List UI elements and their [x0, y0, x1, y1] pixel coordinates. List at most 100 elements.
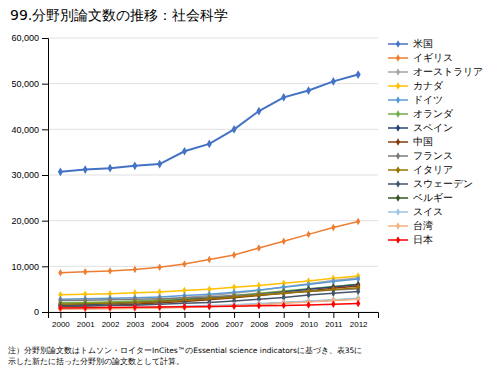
legend-marker — [396, 124, 400, 131]
legend-marker — [396, 152, 400, 159]
x-tick-mark — [184, 312, 185, 318]
x-axis-line — [49, 313, 379, 319]
legend-label: 米国 — [413, 38, 433, 49]
legend-marker — [396, 82, 400, 89]
series — [58, 218, 360, 277]
x-axis: 2000200120022003200420052006200720082009… — [49, 312, 379, 329]
y-tick-label: 20,000 — [11, 216, 39, 226]
grid-line — [48, 38, 378, 39]
series-marker — [207, 256, 211, 263]
legend-item: イタリア — [388, 164, 453, 175]
series-marker — [182, 303, 186, 310]
x-tick-mark — [160, 312, 161, 318]
legend-item: スイス — [388, 206, 443, 217]
series-marker — [83, 268, 87, 275]
series-marker — [232, 251, 236, 258]
x-tick-label: 2009 — [275, 320, 293, 329]
legend-marker — [396, 138, 400, 145]
legend-marker — [396, 194, 400, 201]
series-marker — [58, 167, 63, 176]
y-tick-mark — [42, 221, 48, 222]
series — [58, 295, 360, 312]
legend-label: オランダ — [413, 108, 454, 119]
series-line — [60, 75, 358, 172]
legend-label: スイス — [413, 206, 443, 217]
series-marker — [58, 269, 62, 276]
x-tick: 2008 — [251, 312, 269, 329]
series-marker — [182, 303, 186, 310]
legend-item: オランダ — [388, 108, 454, 119]
series-marker — [331, 301, 335, 308]
series-marker — [232, 125, 237, 134]
legend-label: スウェーデン — [413, 178, 473, 189]
y-tick-mark — [42, 266, 48, 267]
legend-label: 中国 — [413, 136, 433, 147]
x-tick-label: 2008 — [251, 320, 269, 329]
title: 99.分野別論文数の推移：社会科学 — [10, 7, 228, 23]
legend-marker — [396, 208, 400, 215]
series-marker — [158, 303, 162, 310]
x-tick-label: 2001 — [77, 320, 95, 329]
y-tick: 60,000 — [11, 33, 48, 43]
series-line — [60, 299, 358, 309]
legend-item: カナダ — [388, 80, 444, 91]
x-tick: 2004 — [151, 312, 169, 329]
y-axis-line — [42, 39, 49, 313]
series-marker — [356, 218, 360, 225]
legend-item: フランス — [388, 150, 453, 161]
legend-marker — [396, 222, 400, 229]
x-tick: 2011 — [325, 312, 343, 329]
series-marker — [207, 303, 211, 310]
y-tick: 30,000 — [11, 170, 48, 180]
series-marker — [83, 165, 88, 174]
series-marker — [232, 302, 236, 309]
x-tick-mark — [209, 312, 210, 318]
x-tick-mark — [358, 312, 359, 318]
x-tick-label: 2012 — [350, 320, 368, 329]
legend-label: 台湾 — [413, 220, 433, 231]
x-tick-label: 2002 — [102, 320, 120, 329]
series-marker — [282, 237, 286, 244]
series-marker — [158, 303, 162, 310]
legend-item: 中国 — [388, 136, 433, 147]
x-tick-label: 2006 — [201, 320, 219, 329]
legend: 米国イギリスオーストラリアカナダドイツオランダスペイン中国フランスイタリアスウェ… — [388, 38, 483, 245]
legend-item: 米国 — [388, 38, 433, 49]
x-tick: 2001 — [77, 312, 95, 329]
legend-label: スペイン — [413, 122, 453, 133]
y-tick-mark — [42, 129, 48, 130]
y-tick-label: 0 — [34, 307, 39, 317]
x-tick-mark — [234, 312, 235, 318]
series-marker — [256, 107, 261, 116]
legend-label: オーストラリア — [413, 66, 483, 77]
series-marker — [58, 305, 62, 312]
x-tick: 2005 — [176, 312, 194, 329]
chart: 99.分野別論文数の推移：社会科学20002001200220032004200… — [0, 0, 500, 370]
series-marker — [331, 290, 335, 297]
legend-marker — [396, 96, 400, 103]
y-tick-label: 60,000 — [11, 33, 39, 43]
y-tick-mark — [42, 312, 48, 313]
series-marker — [356, 300, 360, 307]
legend-item: ドイツ — [388, 94, 443, 105]
legend-label: カナダ — [413, 80, 444, 91]
legend-marker — [396, 68, 400, 75]
series — [58, 295, 360, 312]
legend-marker — [396, 110, 400, 117]
x-tick: 2010 — [300, 312, 318, 329]
series-marker — [132, 162, 137, 171]
series-marker — [158, 264, 162, 271]
series-marker — [257, 302, 261, 309]
legend-item: 日本 — [388, 234, 433, 245]
series-marker — [58, 304, 62, 311]
legend-label: フランス — [413, 150, 453, 161]
series-marker — [108, 305, 112, 312]
series-marker — [58, 305, 62, 312]
series — [58, 288, 360, 310]
legend-label: 日本 — [413, 234, 433, 245]
y-tick: 40,000 — [11, 125, 48, 135]
series-marker — [182, 260, 186, 267]
series-marker — [182, 303, 186, 310]
series-line — [60, 222, 358, 273]
series-marker — [207, 302, 211, 309]
